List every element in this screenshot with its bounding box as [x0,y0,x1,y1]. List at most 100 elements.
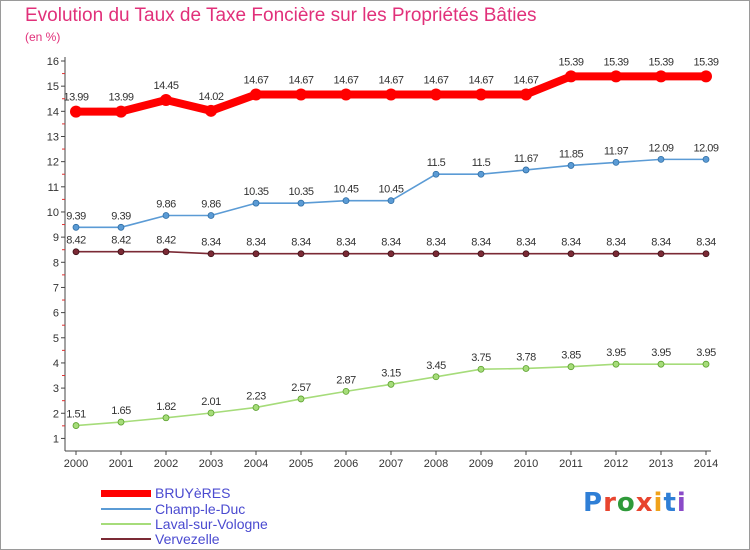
data-label: 1.65 [111,405,131,417]
data-label: 8.34 [246,237,266,249]
data-point [655,70,667,83]
data-point [207,409,215,417]
data-label: 14.02 [198,91,223,103]
data-point [657,360,665,368]
data-label: 8.34 [201,237,221,249]
data-label: 8.34 [606,237,626,249]
x-tick-label: 2013 [649,458,673,470]
y-tick-label: 10 [47,207,59,219]
data-point [252,250,260,258]
data-label: 15.39 [558,56,583,68]
unit-label: (en %) [25,30,61,44]
legend-label-bruyeres: BRUYèRES [155,485,231,501]
data-point [250,88,262,101]
data-point [160,94,172,106]
data-label: 2.87 [336,374,356,386]
chart-title: Evolution du Taux de Taxe Foncière sur l… [25,5,537,26]
data-point [297,199,305,207]
logo-letter: r [603,488,617,518]
data-point [432,170,440,178]
x-tick-label: 2008 [424,458,448,470]
data-point [117,248,125,256]
data-label: 3.15 [381,367,401,379]
data-label: 11.5 [427,157,446,169]
data-point [115,105,127,118]
data-point [475,88,487,101]
legend-swatch-bruyeres [101,489,151,497]
logo-letter: x [635,488,654,518]
data-label: 2.57 [291,382,311,394]
y-tick-label: 8 [53,257,59,269]
y-tick-label: 2 [53,408,59,420]
data-label: 8.34 [651,237,671,249]
logo-letter: P [583,488,604,518]
data-point [295,88,307,101]
x-tick-label: 2011 [559,458,583,470]
data-point [385,88,397,101]
data-label: 12.09 [693,142,718,154]
data-label: 2.01 [201,396,221,408]
data-label: 3.75 [471,352,491,364]
x-tick-label: 2012 [604,458,628,470]
data-point [162,212,170,219]
data-label: 8.34 [471,237,491,249]
data-point [702,250,710,258]
data-point [612,360,620,368]
data-point [567,363,575,371]
y-tick-label: 6 [53,308,59,320]
data-label: 8.34 [426,237,446,249]
y-tick-label: 11 [48,182,59,194]
y-tick-label: 13 [47,131,59,143]
data-point [162,248,170,256]
data-label: 8.34 [696,237,716,249]
data-point [432,373,440,381]
data-label: 10.35 [288,186,313,198]
data-point [297,250,305,258]
data-label: 14.67 [333,74,358,86]
y-tick-label: 3 [53,383,59,395]
logo-letter: o [616,488,636,518]
legend-item-laval-sur-vologne: Laval-sur-Vologne [101,516,268,532]
data-point [162,414,170,422]
y-tick-label: 5 [53,333,59,345]
data-label: 10.45 [378,184,403,196]
logo-letter: t [663,488,677,518]
data-point [565,70,577,83]
legend-swatch-champ-le-duc [101,508,151,510]
data-point [70,105,82,118]
data-label: 8.34 [561,237,581,249]
data-label: 3.95 [606,347,626,359]
data-point [522,250,530,258]
data-point [207,212,215,219]
data-label: 15.39 [693,56,718,68]
y-tick-label: 16 [47,56,59,68]
data-label: 10.35 [243,186,268,198]
data-label: 14.67 [513,74,538,86]
data-label: 8.42 [156,235,176,247]
data-point [477,250,485,258]
data-point [387,380,395,388]
data-label: 11.5 [472,157,491,169]
data-label: 11.85 [559,148,584,160]
data-label: 2.23 [246,390,266,402]
data-label: 14.45 [153,80,178,92]
legend-label-champ-le-duc: Champ-le-Duc [155,501,246,517]
data-point [430,88,442,101]
data-point [702,155,710,163]
data-point [205,104,217,117]
data-point [520,88,532,101]
data-point [342,250,350,258]
y-tick-label: 4 [53,358,59,370]
x-tick-label: 2014 [694,458,718,470]
data-label: 14.67 [288,74,313,86]
data-label: 13.99 [63,92,88,104]
data-point [72,223,80,231]
data-point [117,418,125,426]
data-point [387,197,395,205]
data-label: 8.42 [111,235,131,247]
data-label: 9.39 [66,210,86,222]
data-label: 12.09 [648,142,673,154]
data-label: 1.82 [156,401,176,413]
data-point [252,404,260,411]
